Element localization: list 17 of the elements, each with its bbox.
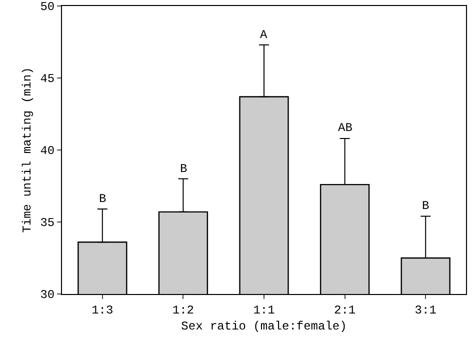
y-tick-label: 30	[40, 288, 55, 302]
y-tick-label: 40	[40, 144, 55, 158]
x-tick-label: 1:2	[172, 303, 194, 318]
annotation: B	[99, 192, 106, 206]
x-tick-label: 2:1	[334, 303, 356, 318]
annotation: B	[180, 162, 188, 176]
x-tick-label: 1:3	[92, 303, 114, 318]
x-tick-label: 1:1	[253, 303, 275, 318]
annotation: B	[422, 199, 430, 213]
y-tick-label: 35	[40, 216, 55, 230]
x-tick-label: 3:1	[414, 303, 436, 318]
y-axis-title: Time until mating (min)	[20, 67, 34, 233]
x-axis-title: Sex ratio (male:female)	[181, 319, 347, 334]
annotation: AB	[338, 121, 352, 135]
y-tick-label: 45	[40, 72, 55, 86]
y-tick-label: 50	[40, 0, 55, 14]
annotation: A	[260, 28, 268, 42]
